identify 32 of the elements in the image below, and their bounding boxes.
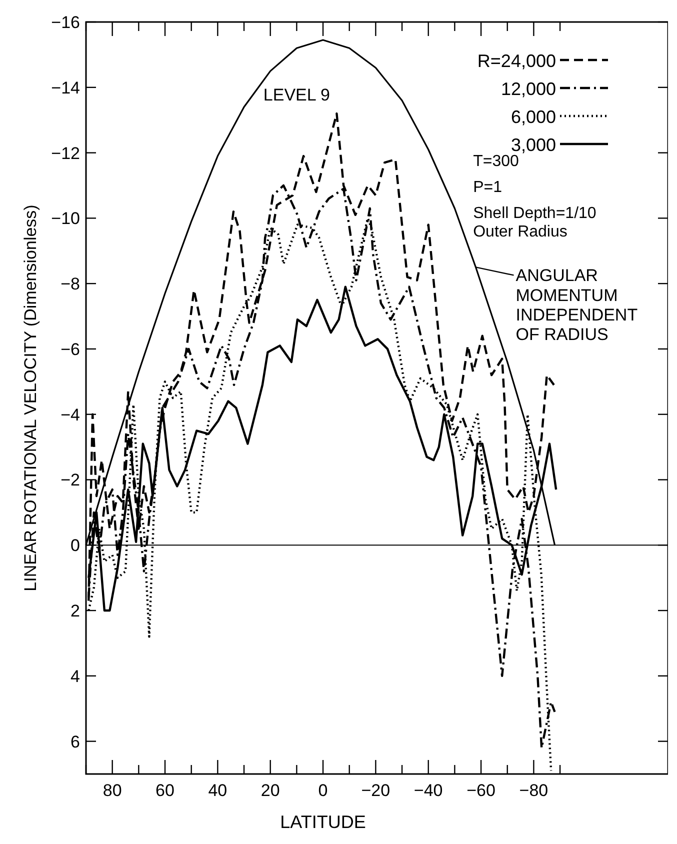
- y-tick-label: −6: [60, 340, 80, 359]
- y-axis-title: LINEAR ROTATIONAL VELOCITY (Dimensionless): [21, 204, 40, 592]
- y-tick-label: −8: [60, 274, 80, 294]
- y-tick-label: −16: [51, 13, 80, 32]
- x-tick-label: −60: [466, 781, 496, 800]
- legend-label: R=24,000: [477, 51, 556, 71]
- x-tick-label: 20: [260, 781, 280, 800]
- x-tick-label: 60: [156, 781, 174, 800]
- y-tick-label: −10: [51, 209, 80, 228]
- x-tick-label: 40: [208, 781, 228, 800]
- x-tick-label: 80: [102, 781, 122, 800]
- x-tick-label: −80: [519, 781, 548, 800]
- y-tick-label: −12: [51, 144, 80, 163]
- y-tick-label: −14: [51, 78, 80, 98]
- annotation: Shell Depth=1/10 Outer Radius: [473, 205, 596, 241]
- legend-label: 3,000: [510, 135, 556, 155]
- y-tick-label: 6: [70, 732, 80, 752]
- legend-label: 6,000: [510, 107, 556, 127]
- y-tick-label: 4: [70, 666, 80, 686]
- annotation: ANGULAR MOMENTUM INDEPENDENT OF RADIUS: [516, 266, 638, 344]
- legend-label: 12,000: [500, 79, 556, 99]
- x-tick-label: −20: [361, 781, 390, 800]
- annotation: LEVEL 9: [263, 85, 330, 104]
- y-tick-label: 0: [70, 536, 80, 556]
- x-axis-title: LATITUDE: [280, 812, 366, 832]
- x-tick-label: −40: [414, 781, 443, 800]
- y-tick-label: −4: [60, 405, 80, 424]
- annotation: T=300: [473, 152, 520, 170]
- annotation: P=1: [473, 179, 502, 196]
- y-tick-label: −2: [60, 470, 80, 490]
- y-tick-label: 2: [70, 602, 80, 621]
- x-tick-label: 0: [318, 781, 328, 800]
